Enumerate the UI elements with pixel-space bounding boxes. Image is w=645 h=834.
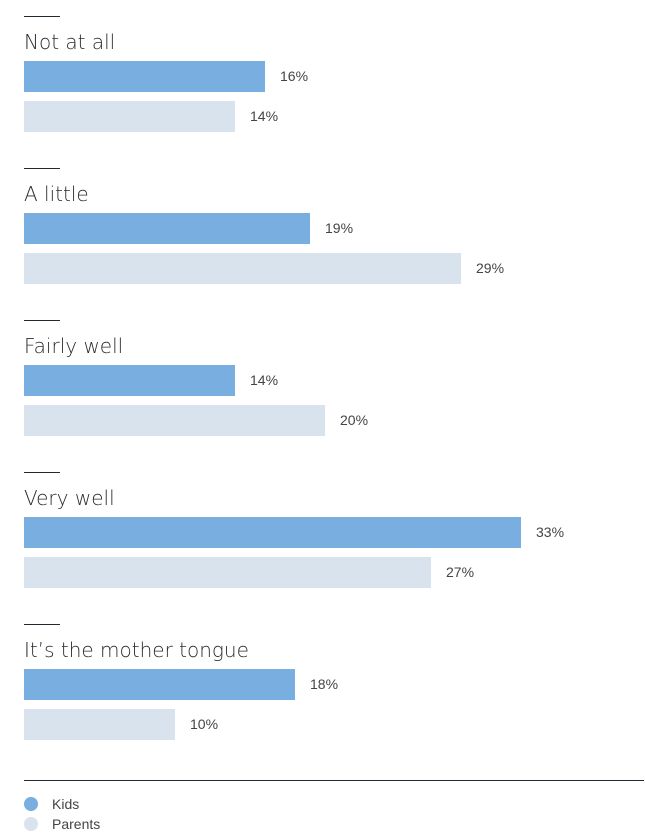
category-label: Fairly well xyxy=(24,334,124,358)
legend-item-kids: Kids xyxy=(24,794,100,814)
category-group: Fairly well 14% 20% xyxy=(24,320,624,470)
bar-parents xyxy=(24,557,431,588)
data-label-parents: 29% xyxy=(476,260,505,276)
data-label-parents: 20% xyxy=(340,412,369,428)
legend: Kids Parents xyxy=(24,794,100,834)
bar-parents xyxy=(24,101,235,132)
legend-label-kids: Kids xyxy=(52,796,80,812)
data-label-parents: 27% xyxy=(446,564,475,580)
category-label: Very well xyxy=(24,486,115,510)
data-label-kids: 16% xyxy=(280,68,309,84)
legend-swatch-parents xyxy=(24,817,38,831)
category-rule xyxy=(24,320,60,321)
bar-chart: Not at all 16% 14% A little 19% 29% Fairly wel… xyxy=(24,16,624,740)
axis-line xyxy=(24,780,644,781)
category-group: A little 19% 29% xyxy=(24,168,624,318)
legend-item-parents: Parents xyxy=(24,814,100,834)
bar-kids xyxy=(24,61,265,92)
data-label-kids: 14% xyxy=(250,372,279,388)
category-rule xyxy=(24,168,60,169)
legend-label-parents: Parents xyxy=(52,816,101,832)
category-rule xyxy=(24,16,60,17)
category-label: Not at all xyxy=(24,30,116,54)
data-label-parents: 10% xyxy=(190,716,219,732)
bar-parents xyxy=(24,709,175,740)
data-label-parents: 14% xyxy=(250,108,279,124)
category-label: A little xyxy=(24,182,89,206)
category-rule xyxy=(24,472,60,473)
bar-parents xyxy=(24,253,461,284)
category-rule xyxy=(24,624,60,625)
data-label-kids: 33% xyxy=(536,524,565,540)
legend-swatch-kids xyxy=(24,797,38,811)
category-group: Not at all 16% 14% xyxy=(24,16,624,166)
bar-kids xyxy=(24,517,521,548)
category-group: Very well 33% 27% xyxy=(24,472,624,622)
bar-parents xyxy=(24,405,325,436)
category-label: It’s the mother tongue xyxy=(24,638,249,662)
bar-kids xyxy=(24,213,310,244)
data-label-kids: 19% xyxy=(325,220,354,236)
category-group: It’s the mother tongue 18% 10% xyxy=(24,624,624,774)
bar-kids xyxy=(24,365,235,396)
data-label-kids: 18% xyxy=(310,676,339,692)
bar-kids xyxy=(24,669,295,700)
